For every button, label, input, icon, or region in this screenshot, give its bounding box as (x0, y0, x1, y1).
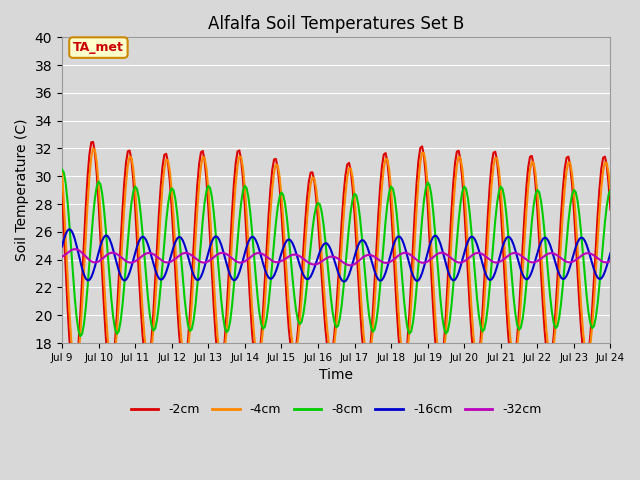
Legend: -2cm, -4cm, -8cm, -16cm, -32cm: -2cm, -4cm, -8cm, -16cm, -32cm (126, 398, 547, 421)
Text: TA_met: TA_met (73, 41, 124, 54)
Title: Alfalfa Soil Temperatures Set B: Alfalfa Soil Temperatures Set B (208, 15, 465, 33)
Y-axis label: Soil Temperature (C): Soil Temperature (C) (15, 119, 29, 262)
X-axis label: Time: Time (319, 368, 353, 382)
